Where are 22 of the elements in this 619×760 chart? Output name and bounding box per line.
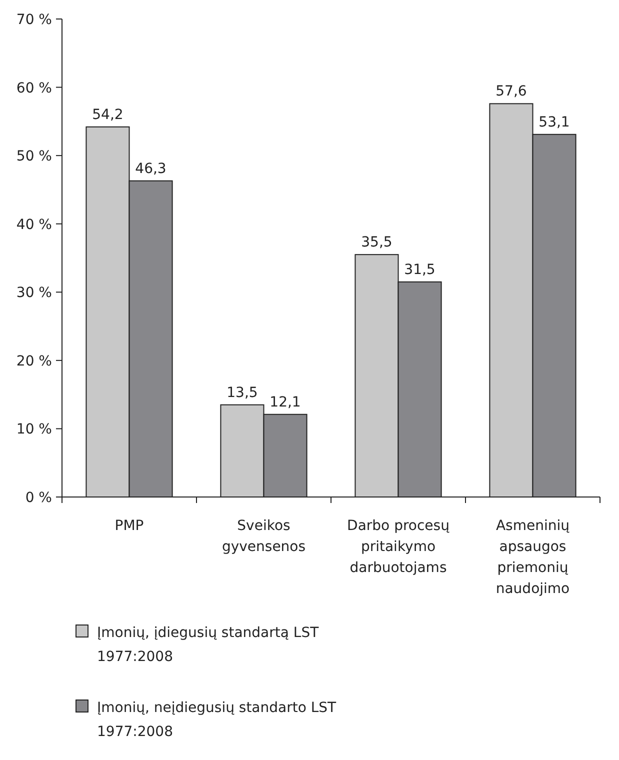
x-tick-label: PMP <box>114 518 144 534</box>
legend-label: Įmonių, įdiegusių standartą LST 1977:2008 <box>97 625 320 665</box>
data-label: 46,3 <box>135 160 166 177</box>
legend-label: Įmonių, neįdiegusių standarto LST 1977:2008 <box>97 700 337 740</box>
data-label: 13,5 <box>226 384 258 401</box>
y-tick-label: 70 % <box>16 12 52 28</box>
data-label: 53,1 <box>538 114 570 130</box>
y-tick-label: 40 % <box>16 216 52 233</box>
data-label: 57,6 <box>496 84 527 100</box>
x-tick-label: Asmeninių apsaugos priemonių naudojimo <box>496 518 570 597</box>
data-label: 31,5 <box>404 262 436 278</box>
y-tick-label: 20 % <box>16 353 52 370</box>
x-tick-label: Sveikos gyvensenos <box>222 518 306 555</box>
y-tick-label: 50 % <box>16 148 52 165</box>
data-label: 12,1 <box>270 394 301 410</box>
y-tick-label: 0 % <box>25 490 52 506</box>
data-label: 54,2 <box>92 106 124 123</box>
y-tick-label: 60 % <box>16 80 52 96</box>
x-tick-label: Darbo procesų pritaikymo darbuotojams <box>347 518 450 576</box>
y-tick-label: 30 % <box>16 285 52 302</box>
y-tick-label: 10 % <box>16 422 52 438</box>
data-label: 35,5 <box>361 234 392 251</box>
